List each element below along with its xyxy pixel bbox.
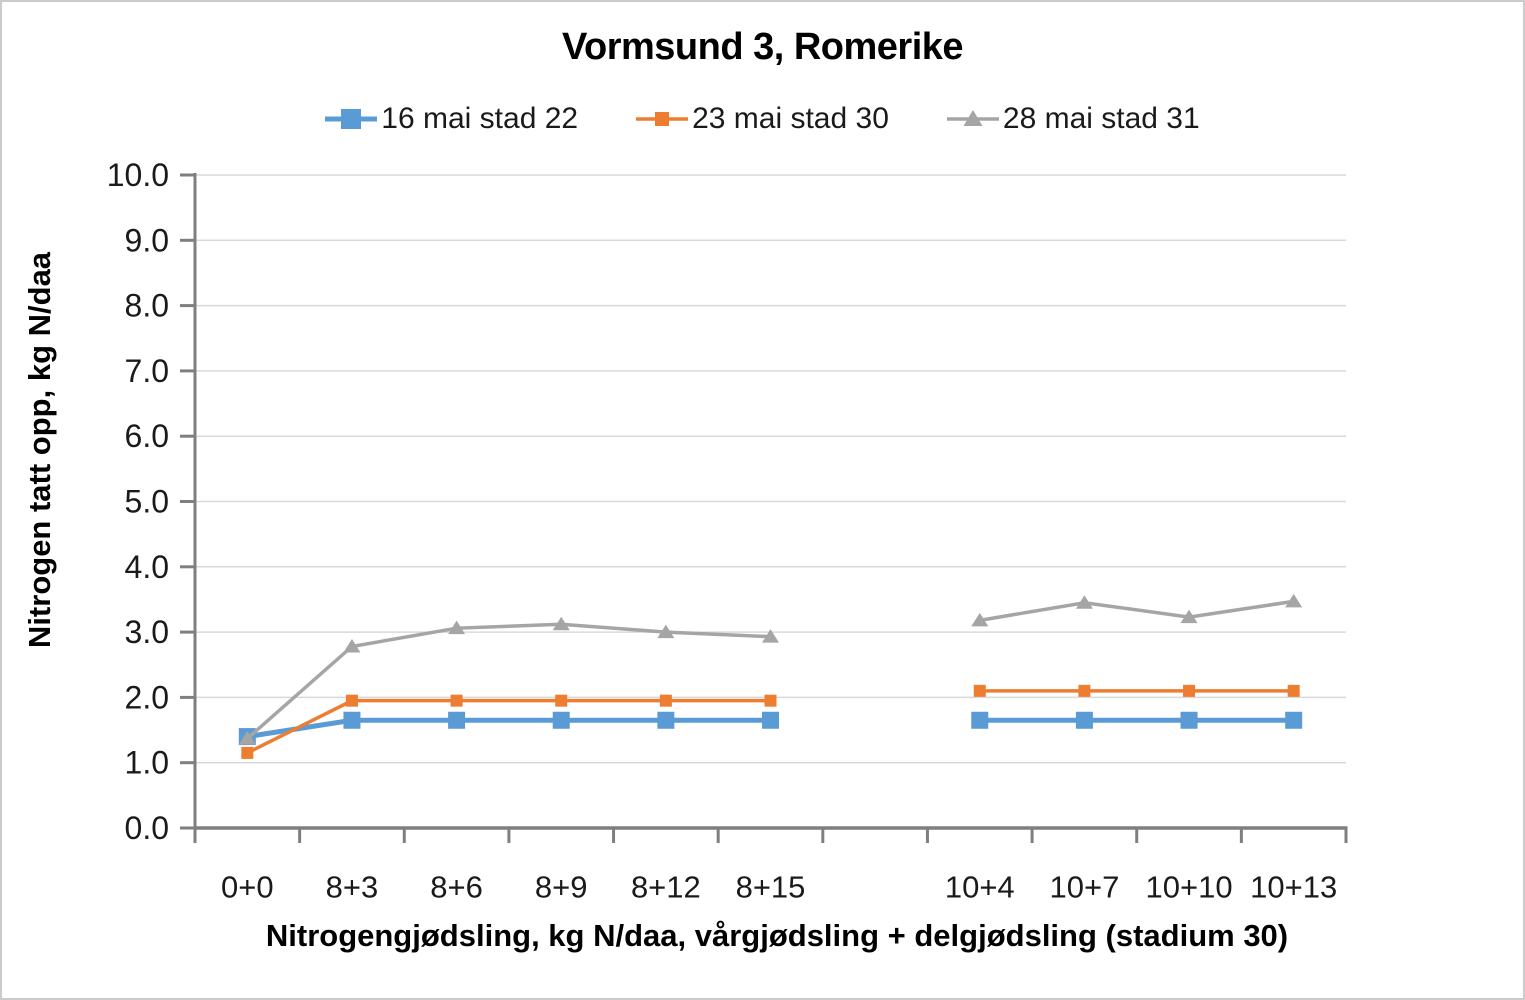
data-point-marker: [345, 694, 358, 707]
data-point-marker: [448, 711, 466, 729]
data-point-marker: [1285, 593, 1303, 608]
data-point-marker: [1287, 684, 1300, 697]
triangle-legend-marker-icon: [946, 110, 999, 126]
legend-label: 23 mai stad 30: [692, 102, 889, 135]
legend: 16 mai stad 22 23 mai stad 30 28 mai stad …: [2, 102, 1523, 136]
y-tick-label: 9.0: [125, 222, 169, 258]
x-tick-label: 10+10: [1146, 870, 1233, 905]
series-line: [246, 698, 771, 755]
data-point-marker: [973, 684, 986, 697]
x-tick-label: 10+7: [1049, 870, 1119, 905]
data-point-marker: [552, 711, 570, 729]
data-point-marker: [238, 731, 256, 745]
data-point-marker: [343, 711, 361, 729]
x-tick-label: 8+15: [736, 870, 806, 905]
x-tick-label: 8+3: [326, 870, 379, 905]
data-point-marker: [555, 694, 568, 707]
y-tick-label: 7.0: [125, 353, 169, 389]
data-point-marker: [971, 711, 989, 729]
series-line: [246, 717, 771, 740]
legend-item[interactable]: 28 mai stad 31: [946, 102, 1200, 136]
legend-label: 28 mai stad 31: [1002, 102, 1200, 135]
x-tick-label: 10+4: [945, 870, 1015, 905]
x-tick-label: 0+0: [221, 870, 274, 905]
y-tick-label: 0.0: [125, 810, 169, 846]
data-point-marker: [971, 612, 989, 627]
data-point-marker: [448, 620, 466, 635]
y-tick-label: 5.0: [125, 484, 169, 520]
x-tick-label: 10+13: [1250, 870, 1337, 905]
data-point-marker: [343, 638, 361, 653]
legend-item[interactable]: 23 mai stad 30: [636, 102, 889, 136]
y-tick-label: 10.0: [107, 157, 169, 193]
square-small-legend-marker-icon: [636, 112, 689, 126]
y-tick-label: 2.0: [125, 679, 169, 715]
data-point-marker: [657, 711, 675, 729]
x-tick-label: 8+12: [631, 870, 701, 905]
y-tick-label: 8.0: [125, 288, 169, 324]
x-tick-label: 8+9: [535, 870, 588, 905]
data-point-marker: [764, 694, 777, 707]
data-point-marker: [657, 624, 675, 639]
data-point-marker: [762, 711, 779, 729]
x-tick-label: 8+6: [430, 870, 483, 905]
data-point-marker: [450, 694, 463, 707]
chart-title: Vormsund 3, Romerike: [561, 26, 964, 68]
legend-label: 16 mai stad 22: [381, 102, 579, 135]
y-tick-label: 3.0: [125, 614, 169, 650]
data-point-marker: [1180, 609, 1198, 624]
data-point-marker: [1285, 711, 1303, 729]
y-tick-label: 6.0: [125, 418, 169, 454]
y-tick-label: 4.0: [125, 549, 169, 585]
x-axis-title: Nitrogengjødsling, kg N/daa, vårgjødslin…: [265, 918, 1289, 953]
series-line: [246, 622, 771, 740]
data-point-marker: [1075, 595, 1093, 609]
data-point-marker: [1075, 711, 1093, 729]
series-line: [979, 599, 1294, 623]
y-axis-title: Nitrogen tatt opp, kg N/daa: [22, 251, 57, 649]
data-point-marker: [762, 629, 779, 643]
y-tick-label: 1.0: [125, 745, 169, 781]
data-point-marker: [1183, 684, 1196, 697]
data-point-marker: [552, 616, 570, 631]
data-point-marker: [241, 746, 254, 759]
square-legend-marker-icon: [325, 109, 378, 129]
data-point-marker: [659, 694, 672, 707]
data-point-marker: [1180, 711, 1198, 729]
data-point-marker: [1078, 684, 1091, 697]
legend-item[interactable]: 16 mai stad 22: [325, 102, 578, 136]
